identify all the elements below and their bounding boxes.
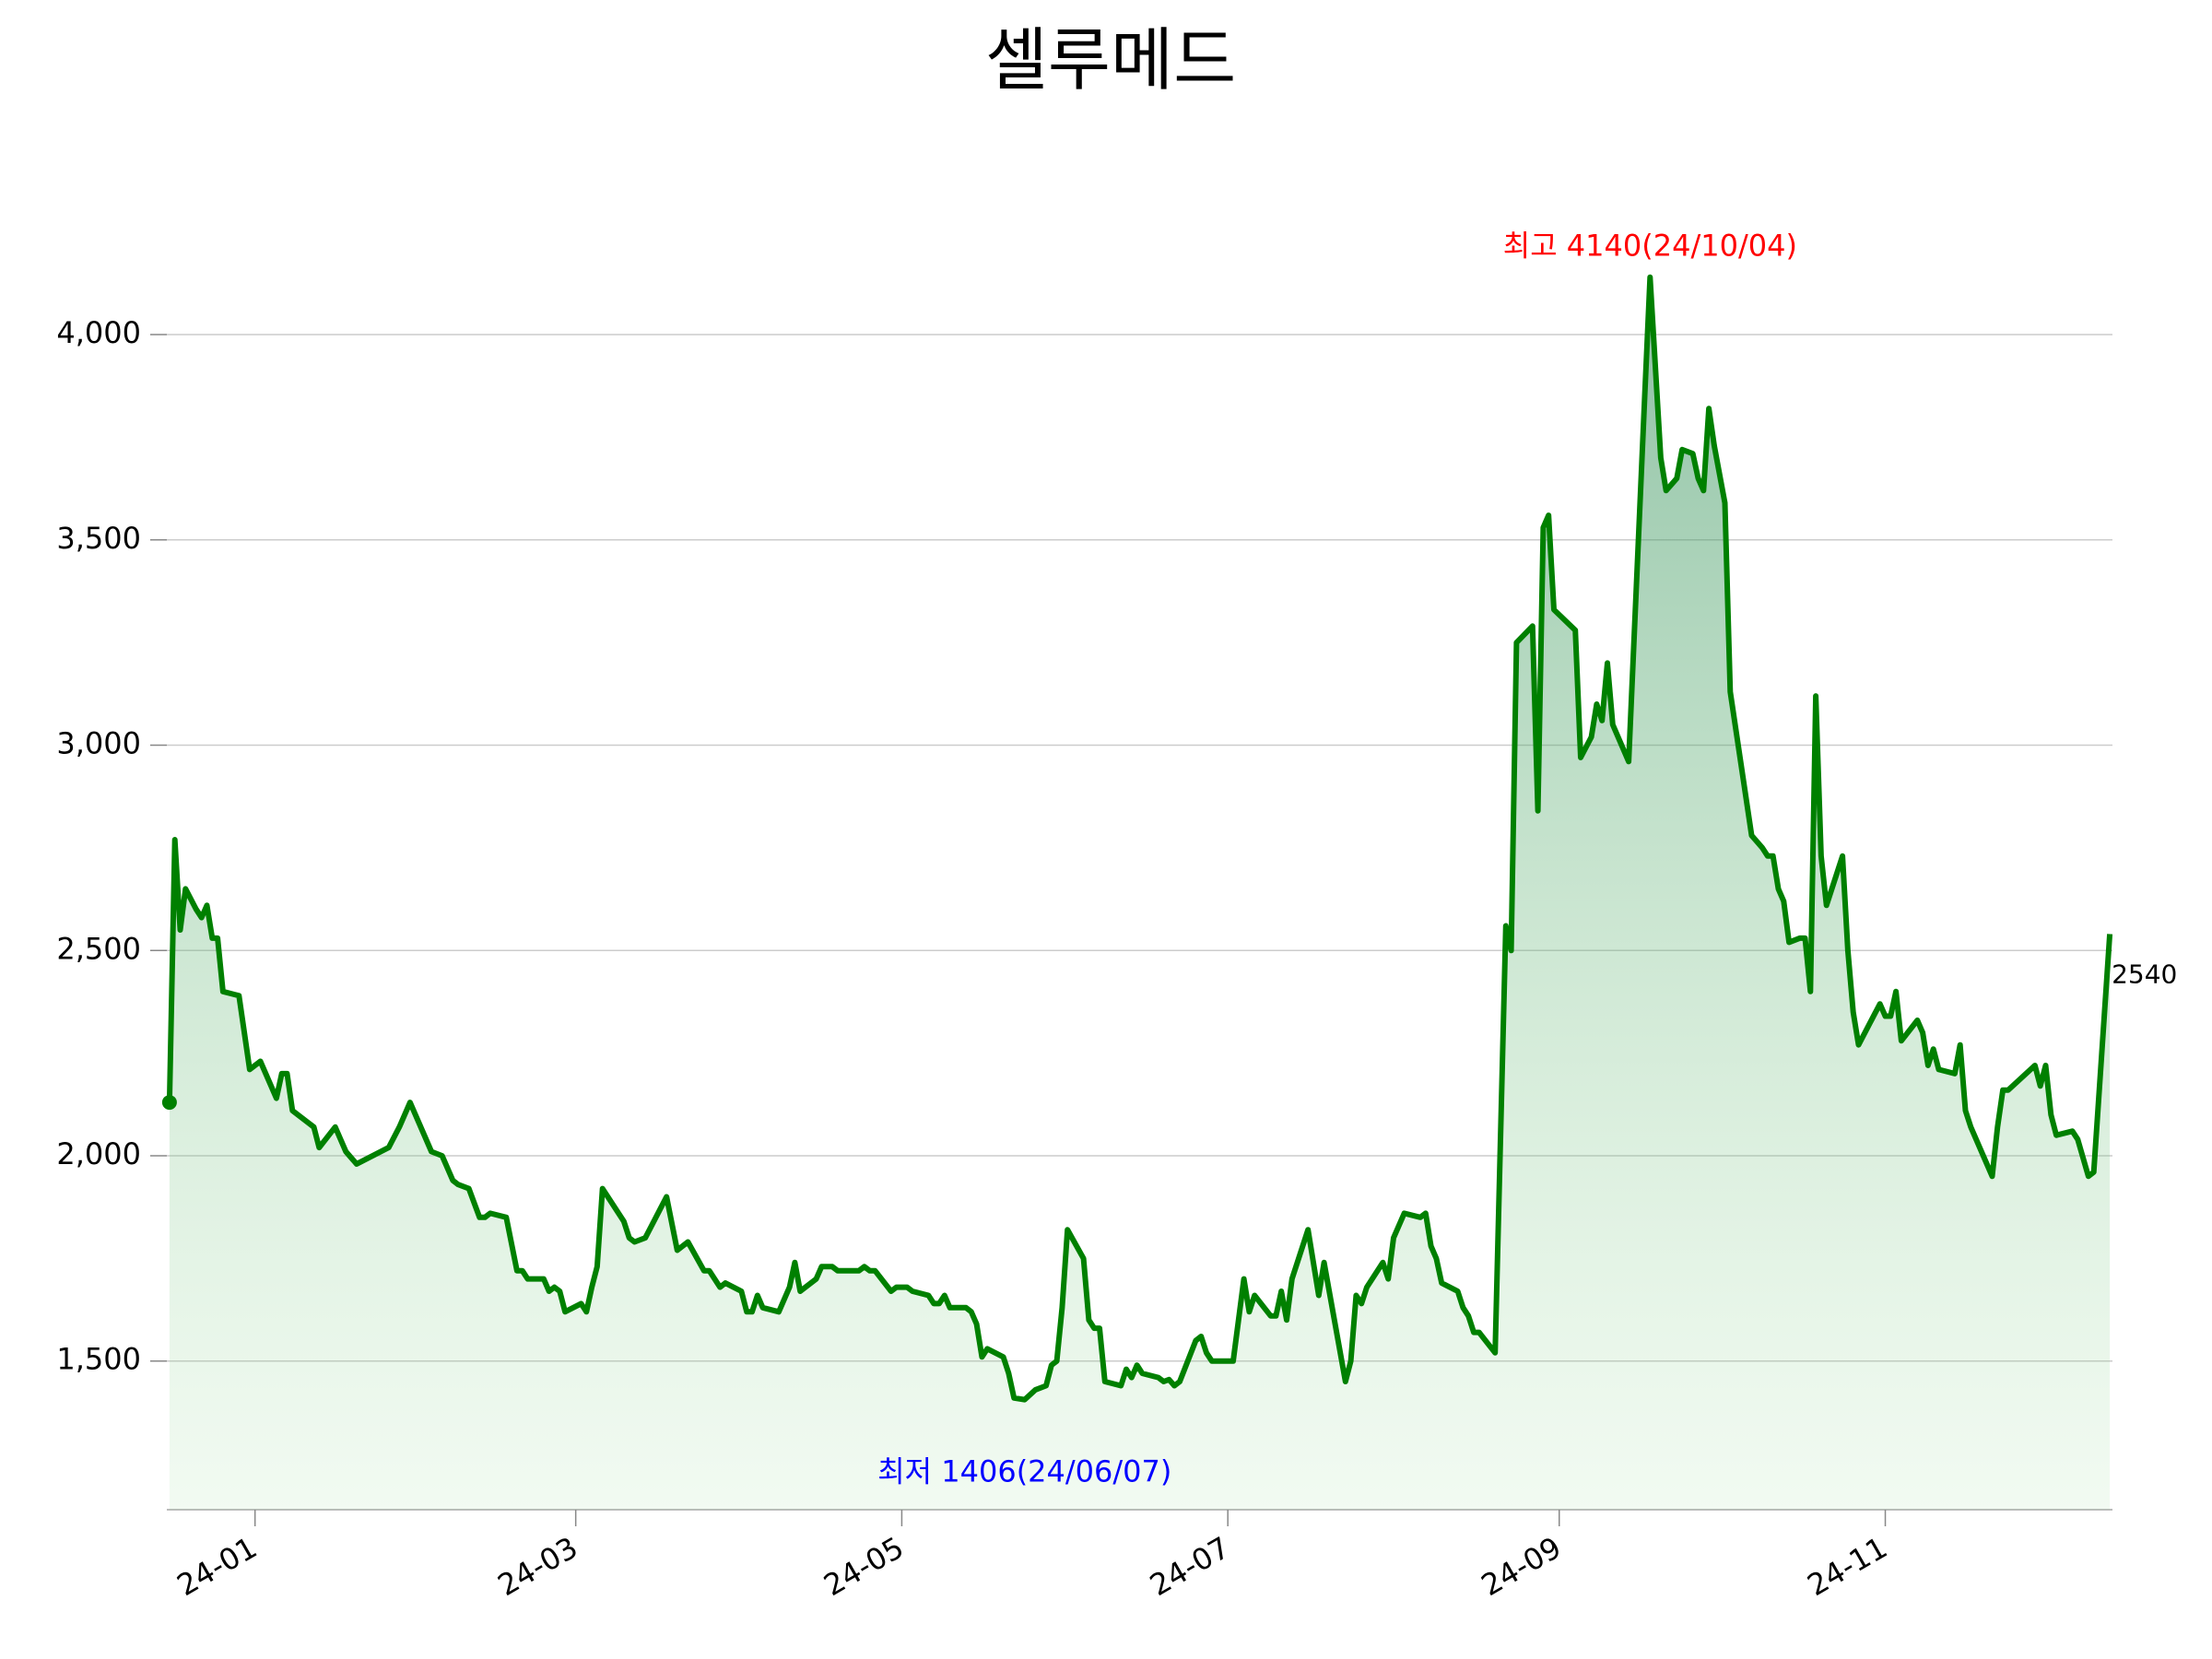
- area: [169, 276, 2111, 1511]
- x-tick-label: 24-11: [1801, 1530, 1893, 1603]
- min-annotation: 최저 1406(24/06/07): [877, 1454, 1171, 1489]
- start-point: [161, 1095, 177, 1111]
- y-tick-label: 2,500: [56, 931, 141, 966]
- x-tick-label: 24-07: [1144, 1530, 1236, 1603]
- x-tick-label: 24-05: [818, 1530, 910, 1603]
- line: [166, 274, 2113, 1403]
- chart-title: 셀루메드: [985, 21, 1236, 100]
- x-tick-label: 24-01: [171, 1530, 264, 1603]
- y-tick-label: 4,000: [56, 315, 141, 350]
- max-annotation: 최고 4140(24/10/04): [1503, 229, 1797, 264]
- y-tick-label: 1,500: [56, 1342, 141, 1377]
- y-tick-label: 3,000: [56, 726, 141, 761]
- last-value-label: 2540: [2112, 959, 2177, 989]
- y-tick-label: 3,500: [56, 521, 141, 556]
- x-tick-label: 24-03: [492, 1530, 584, 1603]
- y-tick-label: 2,000: [56, 1136, 141, 1171]
- x-tick-label: 24-09: [1476, 1530, 1568, 1603]
